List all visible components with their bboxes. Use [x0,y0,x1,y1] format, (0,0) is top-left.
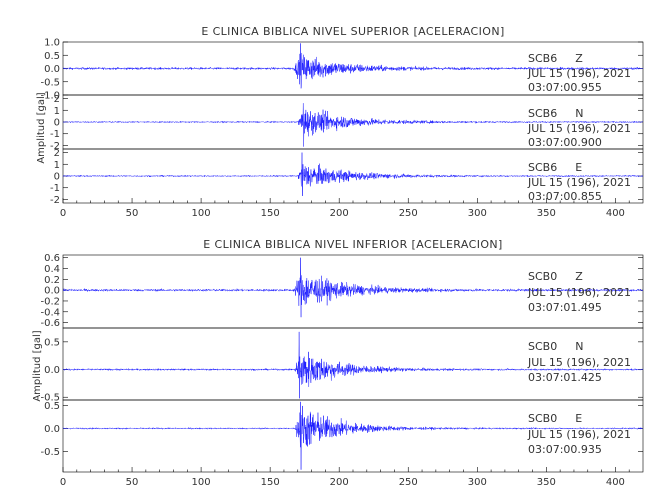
waveform-trace [62,401,644,470]
x-tick-label: 100 [192,477,211,488]
x-tick-label: 0 [60,208,66,219]
y-tick-label: 1.0 [44,38,60,49]
x-axis-superior: 0 50 100 150 200 250 300 350 400 [60,198,630,219]
y-tick-label: -2 [50,195,60,206]
time-label: 03:07:00.935 [528,443,602,456]
y-tick-label: -2 [50,141,60,152]
time-label: 03:07:01.425 [528,371,602,384]
y-tick-label: 0 [54,172,60,183]
x-tick-label: 400 [606,208,625,219]
y-tick-label: -0.4 [40,307,60,318]
panel-scb6-e: 210-1-2 SCB6 E JUL 15 (196), 2021 03:07:0… [50,148,644,206]
waveform-trace [62,152,644,196]
y-tick-label: -1 [50,129,60,140]
x-tick-label: 150 [261,477,280,488]
y-tick-label: -0.6 [40,318,60,329]
x-tick-label: 350 [537,477,556,488]
chart-superior: E CLINICA BIBLICA NIVEL SUPERIOR [ACELER… [36,25,644,219]
y-tick-label: 2 [54,94,60,105]
y-tick-label: 0.5 [44,337,60,348]
y-tick-label: 0.5 [44,51,60,62]
y-axis-label-inferior: Amplitud [gal] [32,330,43,401]
time-label: 03:07:00.900 [528,136,602,149]
y-tick-label: 0.0 [44,424,60,435]
y-tick-label: 1 [54,106,60,117]
x-tick-label: 300 [468,477,487,488]
chart-title-inferior: E CLINICA BIBLICA NIVEL INFERIOR [ACELER… [203,238,502,251]
y-tick-label: 0.2 [44,275,60,286]
station-label: SCB0 N [528,340,583,353]
time-label: 03:07:00.955 [528,81,602,94]
y-tick-label: 1 [54,160,60,171]
y-axis-label-superior: Amplitud [gal] [36,92,47,163]
y-tick-label: 0.5 [44,401,60,412]
y-tick-label: -0.2 [40,296,60,307]
y-tick-label: -0.5 [40,393,60,404]
waveform-trace [62,331,644,399]
chart-inferior: E CLINICA BIBLICA NIVEL INFERIOR [ACELER… [32,238,644,488]
panel-scb6-n: 210-1-2 SCB6 N JUL 15 (196), 2021 03:07:0… [50,94,644,152]
date-label: JUL 15 (196), 2021 [527,356,631,369]
x-tick-label: 300 [468,208,487,219]
y-tick-labels: 0.60.40.20.0-0.2-0.4-0.6 [40,253,643,329]
y-tick-label: 0.4 [44,264,60,275]
waveform-trace [62,43,644,89]
date-label: JUL 15 (196), 2021 [527,286,631,299]
date-label: JUL 15 (196), 2021 [527,428,631,441]
y-tick-label: 0.0 [44,64,60,75]
x-tick-label: 0 [60,477,66,488]
y-tick-label: 0.0 [44,365,60,376]
panel-scb6-z: 1.0 0.5 0.0 -0.5 -1.0 SCB6 Z JUL 15 (196), 20… [40,38,644,102]
x-tick-label: 250 [399,477,418,488]
station-label: SCB6 E [528,161,582,174]
y-tick-label: -0.5 [40,447,60,458]
x-tick-label: 200 [330,208,349,219]
waveform-trace [62,103,644,147]
station-label: SCB0 Z [528,270,583,283]
y-tick-label: 0 [54,118,60,129]
x-tick-label: 200 [330,477,349,488]
y-tick-label: -1 [50,183,60,194]
y-tick-label: -1.0 [40,91,60,102]
date-label: JUL 15 (196), 2021 [527,67,631,80]
waveform-trace [62,257,643,318]
x-tick-label: 250 [399,208,418,219]
x-tick-label: 100 [192,208,211,219]
time-label: 03:07:00.855 [528,190,602,203]
panel-scb0-e: 0.5 0.0 -0.5 SCB0 E JUL 15 (196), 2021 03:0… [40,399,644,473]
x-tick-label: 400 [606,477,625,488]
date-label: JUL 15 (196), 2021 [527,122,631,135]
y-tick-label: 0.0 [44,286,60,297]
x-tick-label: 50 [126,208,139,219]
x-tick-label: 150 [261,208,280,219]
y-tick-label: 2 [54,148,60,159]
panel-scb0-n: 0.5 0.0 -0.5 SCB0 N JUL 15 (196), 2021 03:0… [40,327,644,404]
time-label: 03:07:01.495 [528,301,602,314]
y-tick-label: 0.6 [44,253,60,264]
y-tick-label: -0.5 [40,77,60,88]
station-label: SCB0 E [528,412,582,425]
x-axis-inferior: 0 50 100 150 200 250 300 350 400 [60,467,630,488]
chart-title-superior: E CLINICA BIBLICA NIVEL SUPERIOR [ACELER… [201,25,504,38]
panel-scb0-z: 0.60.40.20.0-0.2-0.4-0.6 SCB0 Z JUL 15 (1… [40,253,644,329]
x-tick-label: 50 [126,477,139,488]
x-tick-label: 350 [537,208,556,219]
date-label: JUL 15 (196), 2021 [527,176,631,189]
station-label: SCB6 Z [528,52,583,65]
station-label: SCB6 N [528,107,583,120]
y-tick-labels: 210-1-2 [50,148,643,206]
